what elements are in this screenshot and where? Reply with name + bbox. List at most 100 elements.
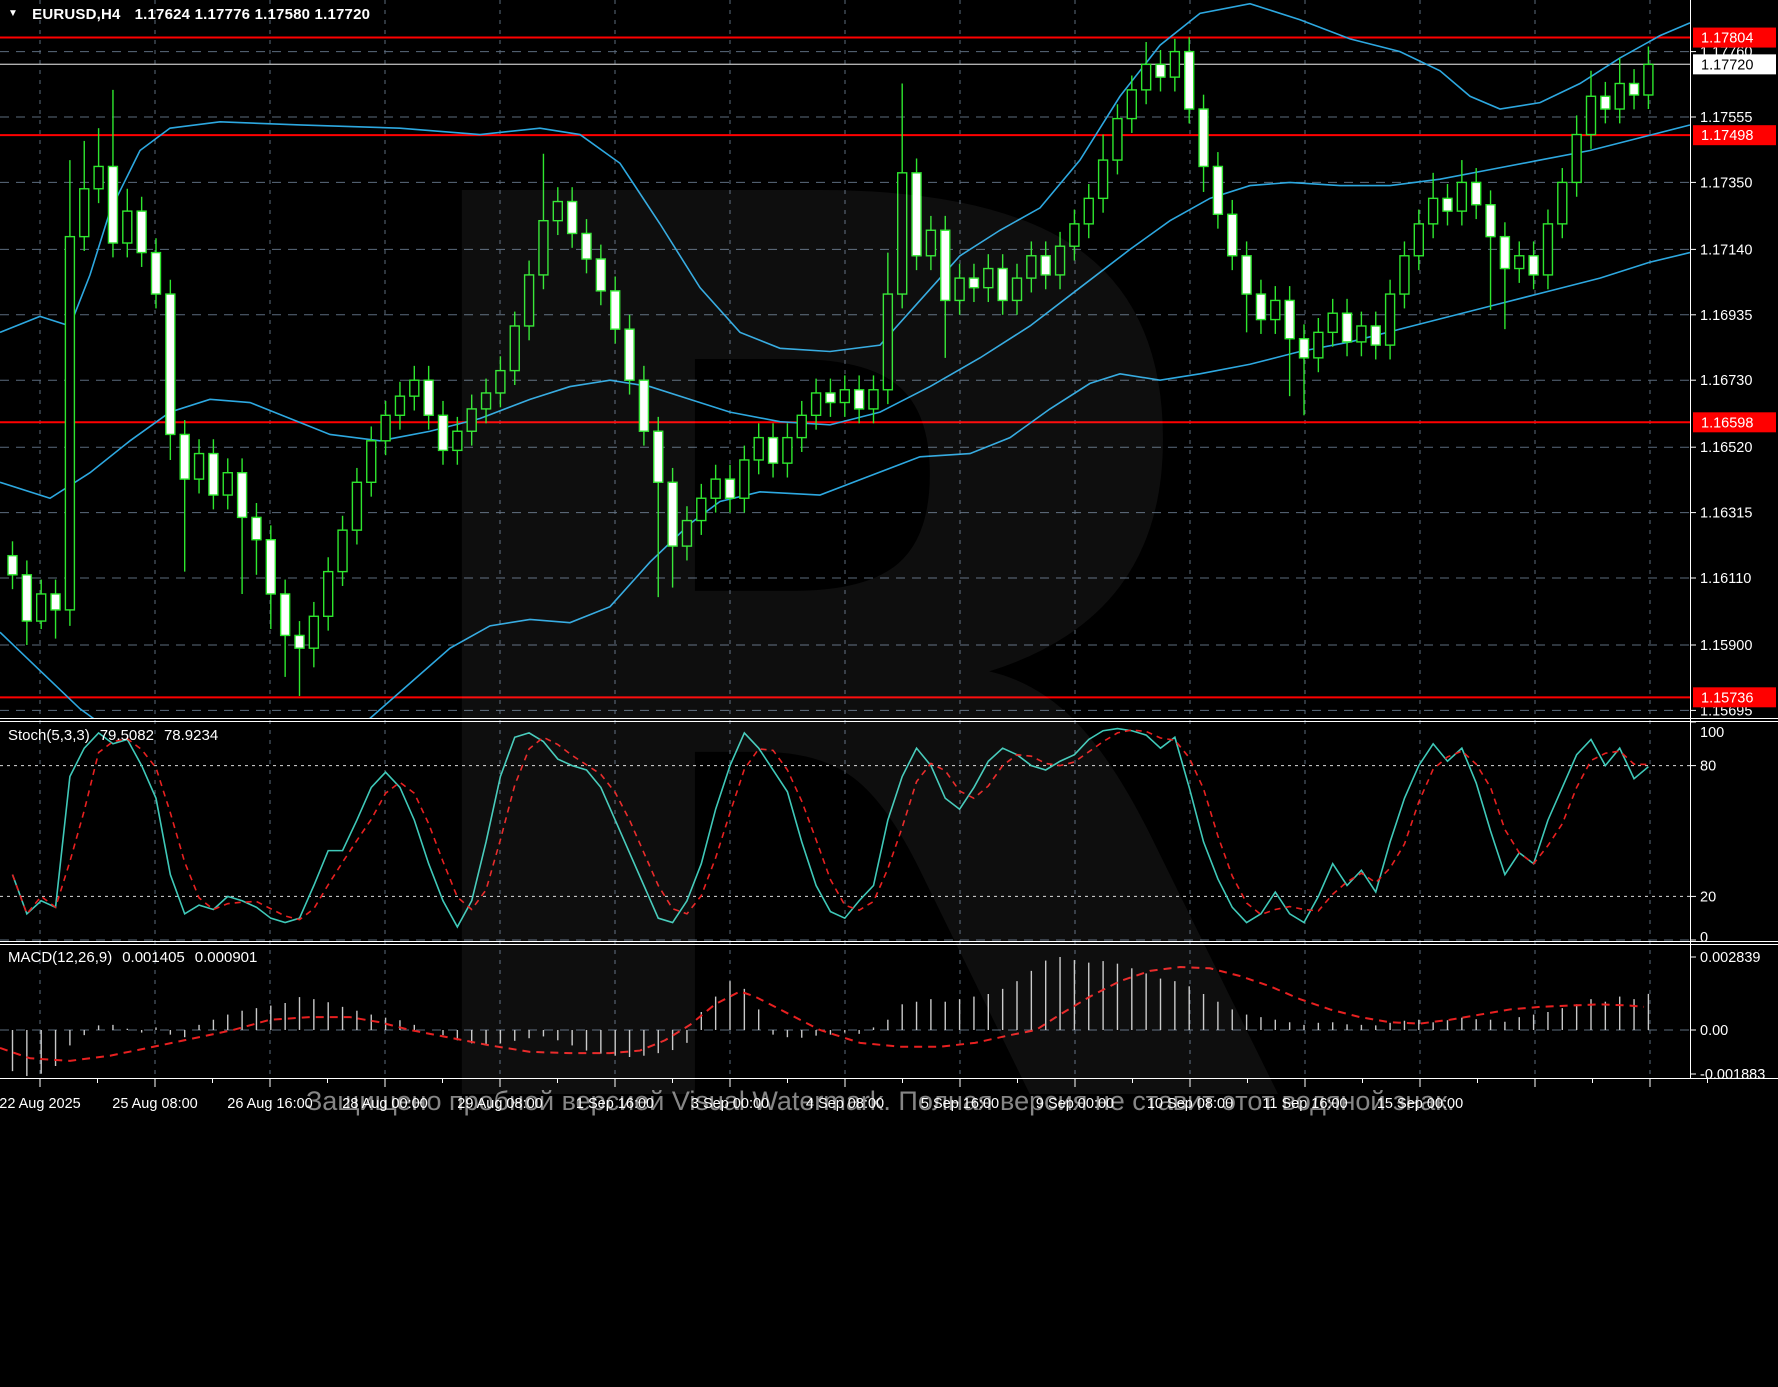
frame-layer bbox=[0, 0, 1778, 1079]
candle bbox=[997, 254, 1008, 315]
candle bbox=[1183, 37, 1195, 124]
svg-text:0.00: 0.00 bbox=[1700, 1023, 1728, 1039]
candle bbox=[1470, 168, 1482, 220]
candle bbox=[1155, 50, 1166, 92]
svg-text:1 Sep 16:00: 1 Sep 16:00 bbox=[576, 1096, 654, 1112]
candle bbox=[79, 140, 90, 251]
candle bbox=[954, 263, 965, 315]
candle bbox=[1442, 183, 1453, 226]
candle bbox=[724, 464, 736, 513]
candle bbox=[236, 458, 248, 594]
terminal-chart-window: { "header": { "symbol": "EURUSD,H4", "oh… bbox=[0, 0, 1778, 1286]
candle bbox=[552, 187, 563, 236]
candle bbox=[968, 263, 980, 303]
candle bbox=[1083, 183, 1094, 239]
candle bbox=[1284, 286, 1295, 397]
symbol-timeframe-label: EURUSD,H4 bbox=[32, 6, 121, 23]
candle bbox=[1126, 75, 1138, 133]
candle bbox=[1499, 222, 1511, 330]
candle bbox=[1069, 209, 1080, 261]
macd-main-value: 0.001405 bbox=[122, 949, 185, 966]
svg-text:100: 100 bbox=[1700, 725, 1724, 741]
candle bbox=[739, 445, 750, 513]
candle bbox=[767, 423, 779, 478]
candle bbox=[1384, 279, 1396, 360]
candle bbox=[480, 378, 492, 424]
svg-text:80: 80 bbox=[1700, 759, 1716, 775]
macd-signal-value: 0.000901 bbox=[194, 949, 258, 966]
svg-text:1.17498: 1.17498 bbox=[1701, 128, 1753, 144]
stochastic-name: Stoch(5,3,3) bbox=[8, 727, 90, 744]
candle bbox=[810, 378, 822, 430]
svg-text:1.16730: 1.16730 bbox=[1700, 373, 1752, 389]
candle bbox=[1614, 57, 1625, 124]
candle bbox=[1542, 209, 1554, 290]
candle bbox=[825, 378, 836, 417]
svg-text:1.16315: 1.16315 bbox=[1700, 506, 1752, 522]
candle bbox=[1327, 298, 1338, 347]
level-lines-layer bbox=[0, 36, 1690, 699]
candle bbox=[208, 439, 219, 510]
candle bbox=[1169, 38, 1181, 92]
candle bbox=[394, 381, 406, 430]
candle bbox=[1370, 311, 1381, 360]
candle bbox=[610, 276, 621, 344]
candle bbox=[1026, 241, 1037, 293]
svg-text:0.002839: 0.002839 bbox=[1700, 950, 1760, 966]
candle bbox=[1628, 69, 1640, 110]
candle bbox=[1399, 241, 1410, 309]
candle bbox=[495, 356, 506, 408]
svg-text:5 Sep 16:00: 5 Sep 16:00 bbox=[921, 1096, 999, 1112]
candle bbox=[1112, 104, 1123, 175]
candle bbox=[1011, 263, 1023, 315]
candle bbox=[437, 400, 449, 465]
svg-text:1.16110: 1.16110 bbox=[1700, 571, 1751, 587]
svg-text:28 Aug 00:00: 28 Aug 00:00 bbox=[342, 1096, 427, 1112]
chart-title-bar: ▼ EURUSD,H4 1.17624 1.17776 1.17580 1.17… bbox=[8, 6, 370, 23]
svg-text:1.16598: 1.16598 bbox=[1701, 415, 1753, 431]
candle bbox=[868, 375, 879, 424]
svg-text:1.16520: 1.16520 bbox=[1700, 440, 1752, 456]
candle bbox=[150, 238, 162, 309]
candle bbox=[107, 89, 119, 258]
svg-text:1.17720: 1.17720 bbox=[1701, 57, 1753, 73]
candle bbox=[1313, 317, 1324, 373]
candle bbox=[538, 153, 549, 290]
candle bbox=[1097, 134, 1109, 213]
candle bbox=[1227, 199, 1238, 271]
chart-canvas[interactable]: 1.177601.175551.173501.171401.169351.167… bbox=[0, 0, 1778, 1124]
candle bbox=[36, 579, 47, 630]
svg-text:11 Sep 16:00: 11 Sep 16:00 bbox=[1262, 1096, 1347, 1112]
price-axis[interactable]: 1.177601.175551.173501.171401.169351.167… bbox=[1690, 27, 1776, 1083]
candle bbox=[179, 420, 190, 572]
time-axis[interactable]: 22 Aug 2025 25 Aug 08:00 26 Aug 16:00 28 Au… bbox=[0, 1078, 1708, 1112]
stochastic-layer bbox=[11, 727, 1649, 929]
svg-text:1.16935: 1.16935 bbox=[1700, 308, 1752, 324]
svg-text:1.15695: 1.15695 bbox=[1700, 703, 1752, 719]
candle bbox=[193, 439, 205, 494]
candle bbox=[64, 160, 76, 626]
candle bbox=[323, 557, 334, 631]
macd-name: MACD(12,26,9) bbox=[8, 949, 113, 966]
svg-text:9 Sep 00:00: 9 Sep 00:00 bbox=[1036, 1096, 1114, 1112]
candle bbox=[796, 400, 807, 452]
candle bbox=[1341, 298, 1353, 357]
candle bbox=[466, 394, 477, 446]
candle bbox=[1585, 70, 1597, 149]
candle bbox=[1514, 241, 1525, 283]
candle bbox=[1054, 231, 1066, 290]
candle bbox=[667, 467, 678, 588]
candle bbox=[1413, 209, 1425, 271]
bar-ohlc-values: 1.17624 1.17776 1.17580 1.17720 bbox=[134, 6, 371, 23]
svg-text:1.17555: 1.17555 bbox=[1700, 110, 1752, 126]
candle bbox=[1241, 241, 1252, 333]
candle bbox=[452, 416, 463, 465]
candle bbox=[925, 215, 937, 271]
candle bbox=[710, 464, 721, 513]
candle bbox=[940, 215, 951, 358]
candle bbox=[853, 375, 865, 424]
stochastic-pane-label: Stoch(5,3,3) 79.5082 78.9234 bbox=[8, 727, 218, 744]
svg-text:26 Aug 16:00: 26 Aug 16:00 bbox=[227, 1096, 312, 1112]
candle bbox=[1600, 81, 1611, 124]
candle bbox=[882, 252, 894, 405]
